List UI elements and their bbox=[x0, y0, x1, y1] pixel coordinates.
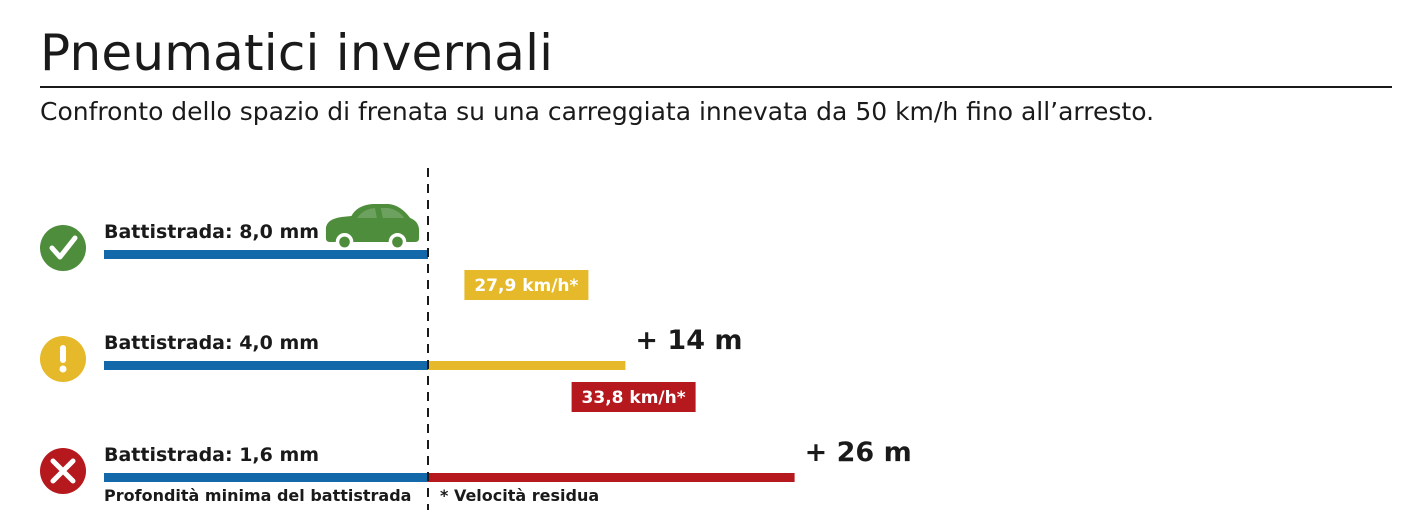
row-1-check-icon-mark bbox=[49, 235, 78, 260]
row-3-car-3-windows bbox=[431, 431, 478, 441]
row-3-car-3 bbox=[400, 427, 493, 472]
row-2-car-4-wheel-rear bbox=[546, 347, 559, 360]
row-2-car-2-wheel-rear bbox=[344, 347, 357, 360]
row-3-car-5-wheel-front bbox=[667, 459, 680, 472]
row-3-car-4-wheel-front bbox=[566, 459, 579, 472]
row-3-label: Battistrada: 1,6 mm bbox=[104, 444, 319, 466]
row-1-check-icon-circle bbox=[40, 225, 86, 271]
row-3-car-3-body bbox=[400, 427, 493, 465]
row-1-base-bar bbox=[104, 250, 428, 259]
row-3-car-3-wheel-front bbox=[465, 459, 478, 472]
row-2-car-3-wheel-front bbox=[497, 347, 510, 360]
row-2-car-2-wheel-front bbox=[396, 347, 409, 360]
row-2-car-3-wheel-rear bbox=[445, 347, 458, 360]
row-1-car bbox=[325, 204, 420, 250]
row-3-car-4-body bbox=[501, 427, 594, 465]
row-3-car-5 bbox=[602, 427, 695, 472]
row-3-car-6-wheel-rear bbox=[715, 459, 728, 472]
row-2-base-bar bbox=[104, 361, 428, 370]
row-2-car-3-body bbox=[432, 315, 525, 353]
row-2-car-1-windows bbox=[262, 319, 309, 329]
row-3-cross-icon-mark bbox=[50, 458, 76, 484]
row-1-car-windows bbox=[357, 208, 405, 218]
row-3-car-5-wheel-rear bbox=[614, 459, 627, 472]
row-2-extra-label: + 14 m bbox=[635, 325, 742, 356]
residual-speed-note: * Velocità residua bbox=[440, 486, 600, 505]
row-2-residual-badge bbox=[464, 270, 589, 300]
row-2-car-4 bbox=[533, 315, 626, 360]
row-3-car-5-body bbox=[602, 427, 695, 465]
row-3-base-bar bbox=[104, 473, 428, 482]
row-3-extra-bar bbox=[428, 473, 795, 482]
row-3-car-4-wheel-rear bbox=[513, 459, 526, 472]
row-3-car-1-windows bbox=[229, 431, 276, 441]
row-2-car-2-body bbox=[331, 315, 424, 353]
row-1-car-body bbox=[325, 204, 420, 242]
row-3-car-2-wheel-front bbox=[364, 459, 377, 472]
page-title: Pneumatici invernali bbox=[40, 24, 554, 82]
row-2-car-4-body bbox=[533, 315, 626, 353]
row-3-car-4 bbox=[501, 427, 594, 472]
row-2-car-4-wheel-front bbox=[598, 347, 611, 360]
page-subtitle: Confronto dello spazio di frenata su una… bbox=[40, 97, 1155, 126]
row-3-cross-icon bbox=[40, 448, 86, 494]
row-1-check-icon bbox=[40, 225, 86, 271]
row-1-car-wheel-front bbox=[390, 234, 405, 250]
row-2-car-4-windows bbox=[565, 319, 612, 329]
row-3-car-5-windows bbox=[633, 431, 680, 441]
row-3-car-6-body bbox=[703, 427, 796, 465]
row-2-car-3-windows bbox=[464, 319, 511, 329]
row-2-exclamation-icon bbox=[40, 336, 86, 382]
row-2-residual-speed: 27,9 km/h* bbox=[474, 276, 578, 296]
row-3-residual-badge bbox=[571, 382, 696, 412]
row-1-label: Battistrada: 8,0 mm bbox=[104, 221, 319, 243]
row-2-exclamation-icon-bar bbox=[60, 345, 66, 363]
row-3-car-3-wheel-rear bbox=[412, 459, 425, 472]
row-3-residual-speed: 33,8 km/h* bbox=[582, 388, 686, 408]
row-3-car-2-windows bbox=[330, 431, 377, 441]
row-3-car-4-windows bbox=[532, 431, 579, 441]
row-2-car-2-windows bbox=[363, 319, 410, 329]
row-3-car-6-wheel-front bbox=[768, 459, 781, 472]
row-2-car-3 bbox=[432, 315, 525, 360]
row-1-car-wheel-rear bbox=[337, 234, 352, 250]
row-3-car-6 bbox=[703, 427, 796, 472]
title-divider bbox=[40, 86, 1392, 88]
row-2-label: Battistrada: 4,0 mm bbox=[104, 332, 319, 354]
row-2-car-2 bbox=[331, 315, 424, 360]
row-3-car-6-windows bbox=[734, 431, 781, 441]
row-2-exclamation-icon-dot bbox=[59, 365, 67, 373]
row-3-extra-label: + 26 m bbox=[805, 437, 912, 468]
min-depth-label: Profondità minima del battistrada bbox=[104, 486, 412, 505]
row-2-extra-bar bbox=[428, 361, 626, 370]
